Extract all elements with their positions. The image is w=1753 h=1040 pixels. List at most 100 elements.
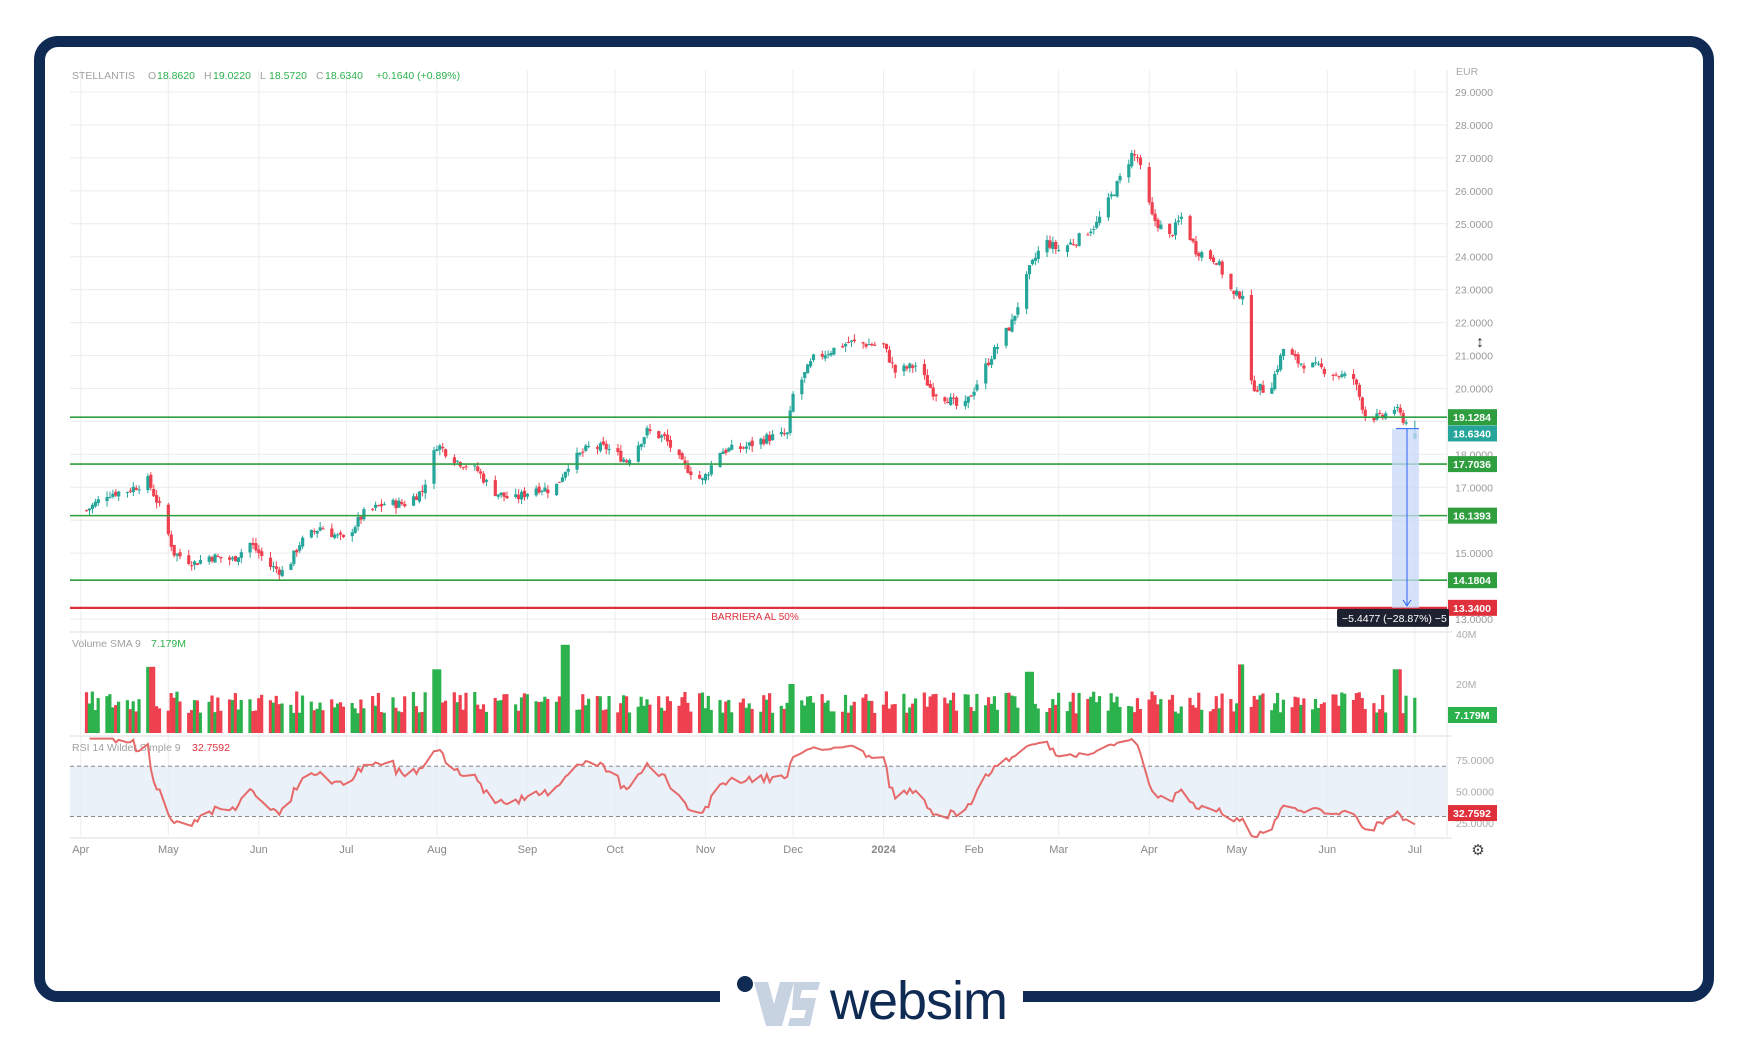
candle-body <box>887 349 892 363</box>
volume-bar <box>1281 699 1286 733</box>
candle-body <box>844 343 848 347</box>
candle-body <box>90 504 95 509</box>
volume-bar <box>382 712 386 733</box>
last-price-label: 18.6340 <box>1453 428 1491 440</box>
volume-bar <box>1270 710 1274 733</box>
volume-bar <box>557 696 562 733</box>
volume-bar <box>759 711 763 733</box>
candle-body <box>595 447 600 449</box>
volume-bar <box>566 644 570 733</box>
candle-body <box>452 457 457 463</box>
volume-bar <box>397 711 401 733</box>
ohlc-legend-item: 18.6340 <box>325 70 363 82</box>
candle-body <box>1334 374 1338 376</box>
websim-logo-icon <box>737 976 820 1026</box>
candle-body <box>984 363 988 384</box>
price-tick-label: 17.0000 <box>1455 482 1493 494</box>
candle-body <box>987 362 991 366</box>
volume-bar <box>1275 692 1280 733</box>
volume-bar <box>800 700 804 733</box>
volume-bar <box>178 701 182 733</box>
candle-body <box>1130 152 1134 167</box>
volume-bar <box>1238 664 1242 733</box>
candle-body <box>627 460 632 464</box>
volume-bar <box>1010 695 1014 733</box>
volume-bar <box>1398 669 1402 733</box>
candle-body <box>721 451 725 454</box>
volume-bar <box>984 705 988 733</box>
ohlc-legend-item: 18.8620 <box>157 70 195 82</box>
candle-body <box>441 446 445 449</box>
candle-body <box>1241 295 1245 300</box>
volume-bar <box>604 709 608 733</box>
candle-body <box>1290 349 1294 355</box>
volume-bar <box>1127 705 1131 733</box>
volume-bar <box>277 704 281 733</box>
volume-bar <box>1179 706 1183 733</box>
volume-bar <box>175 691 179 733</box>
volume-bar <box>992 696 997 733</box>
candle-body <box>555 483 559 496</box>
candle-body <box>268 557 273 567</box>
volume-bar <box>1065 711 1069 733</box>
volume-bar <box>1118 706 1122 733</box>
candle-body <box>271 566 276 568</box>
time-tick-label: Jul <box>1408 844 1422 856</box>
volume-bar <box>1383 712 1388 733</box>
candle-body <box>309 529 313 538</box>
volume-bar <box>1375 712 1379 733</box>
volume-bar <box>642 705 646 733</box>
candle-body <box>922 364 927 376</box>
candle-body <box>137 489 141 491</box>
candle-body <box>93 501 97 507</box>
candle-body <box>1188 216 1192 241</box>
candle-body <box>414 496 419 500</box>
candle-body <box>832 347 836 355</box>
candle-body <box>893 364 897 373</box>
volume-bar <box>1255 699 1259 733</box>
volume-bar <box>870 700 874 733</box>
candle-body <box>125 492 130 494</box>
candle-body <box>852 339 856 342</box>
candle-body <box>411 496 416 506</box>
candle-body <box>992 346 997 360</box>
volume-bar <box>1334 694 1338 733</box>
volume-bar <box>318 702 322 733</box>
volume-bar <box>1094 702 1099 733</box>
candle-body <box>248 542 252 553</box>
candle-body <box>768 435 772 441</box>
candle-body <box>698 474 702 479</box>
time-tick-label: Jul <box>339 844 353 856</box>
volume-bar <box>154 706 159 733</box>
volume-bar <box>522 693 526 733</box>
candle-body <box>861 342 865 344</box>
volume-bar <box>762 695 766 733</box>
candle-body <box>1194 241 1198 255</box>
candle-body <box>338 532 343 535</box>
volume-current-value: 7.179M <box>151 638 186 650</box>
volume-bar <box>665 696 670 733</box>
candle-body <box>108 497 112 499</box>
candle-body <box>890 362 894 364</box>
volume-bar <box>989 703 994 733</box>
measure-range <box>1392 428 1419 608</box>
volume-bar <box>502 694 506 733</box>
candle-body <box>744 446 748 449</box>
candle-body <box>908 363 912 369</box>
volume-bar <box>1363 709 1367 733</box>
candle-body <box>435 449 439 451</box>
candle-body <box>989 359 994 365</box>
candle-body <box>867 344 871 346</box>
candle-body <box>946 401 950 404</box>
candle-body <box>1048 240 1052 248</box>
volume-bar <box>683 691 687 733</box>
candle-body <box>464 466 468 468</box>
candle-body <box>534 488 538 496</box>
candle-body <box>677 449 681 456</box>
volume-bar <box>330 699 334 733</box>
candle-body <box>622 459 626 462</box>
volume-bar <box>700 692 705 733</box>
volume-bar <box>359 699 363 733</box>
candle-body <box>438 445 442 450</box>
